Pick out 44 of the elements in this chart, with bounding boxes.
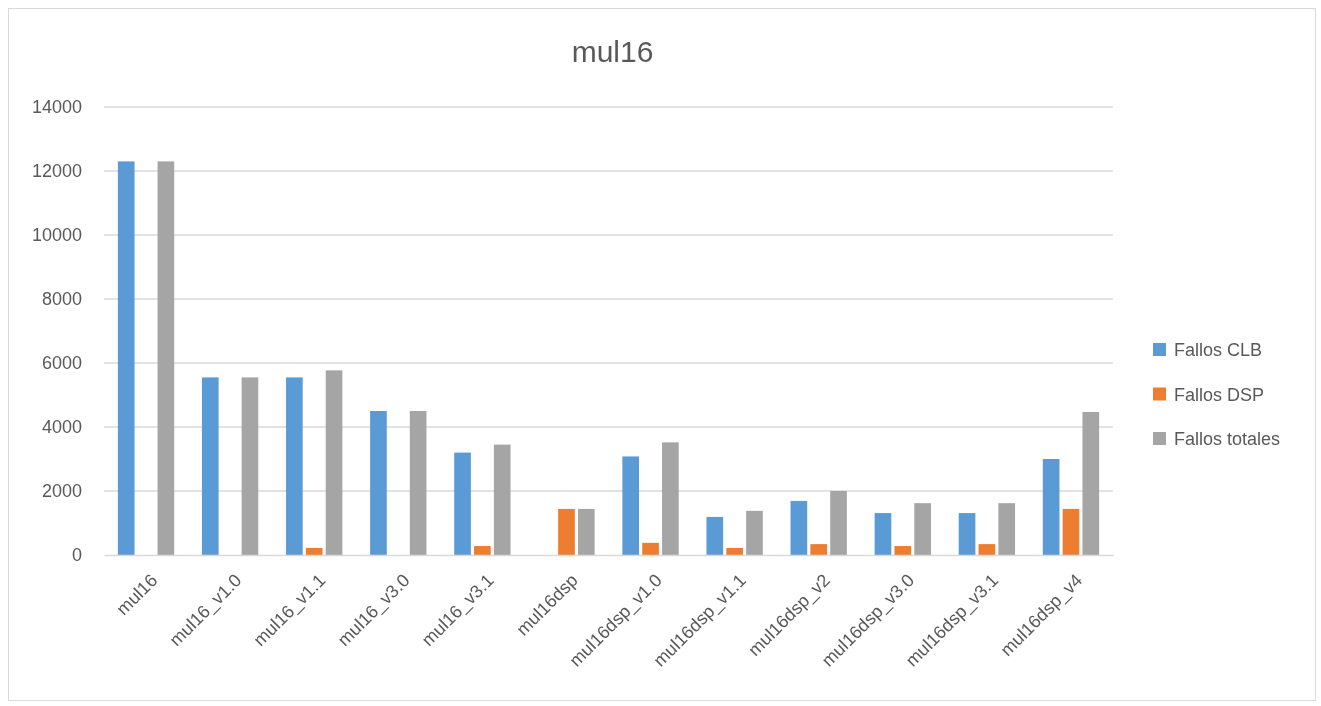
bar bbox=[577, 508, 595, 555]
legend-label: Fallos DSP bbox=[1174, 384, 1265, 405]
bar bbox=[790, 500, 808, 555]
bar bbox=[726, 547, 743, 555]
y-tick-label: 0 bbox=[71, 545, 82, 566]
bar bbox=[409, 411, 427, 555]
bar bbox=[286, 377, 303, 555]
bar bbox=[622, 456, 640, 555]
bar bbox=[325, 370, 343, 555]
y-tick-label: 12000 bbox=[31, 161, 82, 182]
bar bbox=[493, 444, 511, 555]
legend-label: Fallos totales bbox=[1174, 429, 1281, 450]
bar bbox=[370, 411, 387, 555]
bar bbox=[305, 547, 323, 555]
bar bbox=[830, 491, 847, 555]
y-tick-label: 14000 bbox=[31, 97, 82, 118]
bar bbox=[642, 542, 659, 555]
bar bbox=[1082, 411, 1100, 555]
bar bbox=[998, 503, 1016, 555]
bar bbox=[706, 516, 724, 555]
legend-label: Fallos CLB bbox=[1174, 340, 1263, 361]
bar bbox=[810, 544, 828, 555]
bar bbox=[241, 377, 259, 555]
bar bbox=[474, 546, 491, 555]
bar bbox=[978, 544, 996, 555]
chart-title: mul16 bbox=[571, 35, 654, 68]
y-tick-label: 4000 bbox=[41, 417, 82, 438]
y-tick-label: 2000 bbox=[41, 481, 82, 502]
y-tick-label: 6000 bbox=[41, 353, 82, 374]
bar bbox=[894, 546, 912, 555]
y-tick-label: 8000 bbox=[41, 289, 82, 310]
bar bbox=[157, 161, 175, 555]
bar bbox=[1042, 459, 1060, 555]
bar bbox=[1062, 508, 1080, 555]
y-tick-label: 10000 bbox=[31, 225, 82, 246]
bar bbox=[874, 513, 892, 555]
bar bbox=[558, 508, 575, 555]
bar bbox=[662, 442, 679, 555]
bar bbox=[117, 161, 135, 555]
bar bbox=[454, 452, 471, 555]
bar bbox=[201, 377, 219, 555]
bar bbox=[914, 503, 931, 555]
bar bbox=[746, 510, 763, 555]
bar bbox=[958, 513, 976, 555]
